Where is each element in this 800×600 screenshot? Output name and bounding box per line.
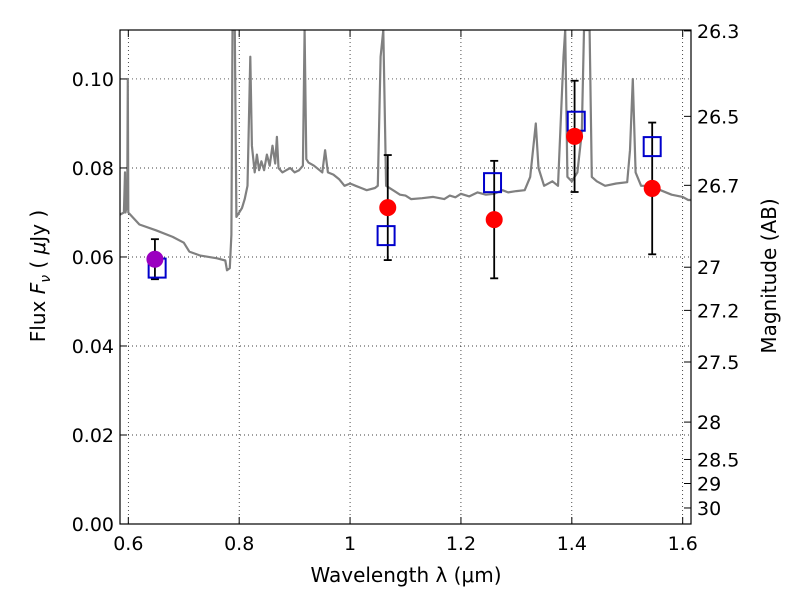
y2-tick-label: 26.5	[697, 106, 739, 128]
x-tick-label: 0.6	[113, 533, 143, 555]
plot-frame	[119, 29, 692, 525]
y2-tick-label: 29	[697, 474, 721, 496]
observed-circle-marker	[485, 211, 503, 229]
model-square-marker	[483, 172, 503, 194]
model-square-marker	[376, 225, 396, 247]
observed-circle-marker	[146, 250, 164, 268]
observed-circle-marker	[379, 199, 397, 217]
plot-area	[120, 30, 691, 524]
y2-tick-label: 27	[697, 257, 721, 279]
y2-tick-label: 30	[697, 498, 721, 520]
x-axis-label: Wavelength λ (μm)	[310, 563, 501, 587]
x-tick-label: 0.8	[224, 533, 254, 555]
x-tick-label: 1.6	[668, 533, 698, 555]
y2-axis-label: Magnitude (AB)	[757, 198, 781, 353]
model-square-marker	[642, 136, 662, 158]
observed-circle-marker	[643, 179, 661, 197]
y-tick-label: 0.10	[72, 69, 114, 91]
y2-tick-label: 27.2	[697, 300, 739, 322]
y2-tick-label: 26.7	[697, 175, 739, 197]
y-tick-label: 0.06	[72, 247, 114, 269]
y-tick-label: 0.04	[72, 336, 114, 358]
y-axis-ticks: 0.00 0.02 0.04 0.06 0.08 0.10	[72, 69, 127, 536]
observed-circle-marker	[566, 127, 584, 145]
x-tick-label: 1	[344, 533, 356, 555]
y2-tick-label: 28	[697, 412, 721, 434]
y2-tick-label: 28.5	[697, 449, 739, 471]
model-spectrum	[120, 30, 691, 272]
y-tick-label: 0.08	[72, 158, 114, 180]
x-tick-label: 1.2	[446, 533, 476, 555]
y-tick-label: 0.02	[72, 425, 114, 447]
y-axis-label: Flux Fν ( μJy )	[26, 210, 54, 342]
y-tick-label: 0.00	[72, 514, 114, 536]
x-axis-ticks: 0.6 0.8 1 1.2 1.4 1.6	[113, 30, 698, 555]
x-tick-label: 1.4	[557, 533, 587, 555]
spectrum-line	[120, 30, 691, 272]
y2-tick-label: 27.5	[697, 352, 739, 374]
y2-tick-label: 26.3	[697, 21, 739, 43]
observed-photometry-markers	[146, 127, 661, 268]
